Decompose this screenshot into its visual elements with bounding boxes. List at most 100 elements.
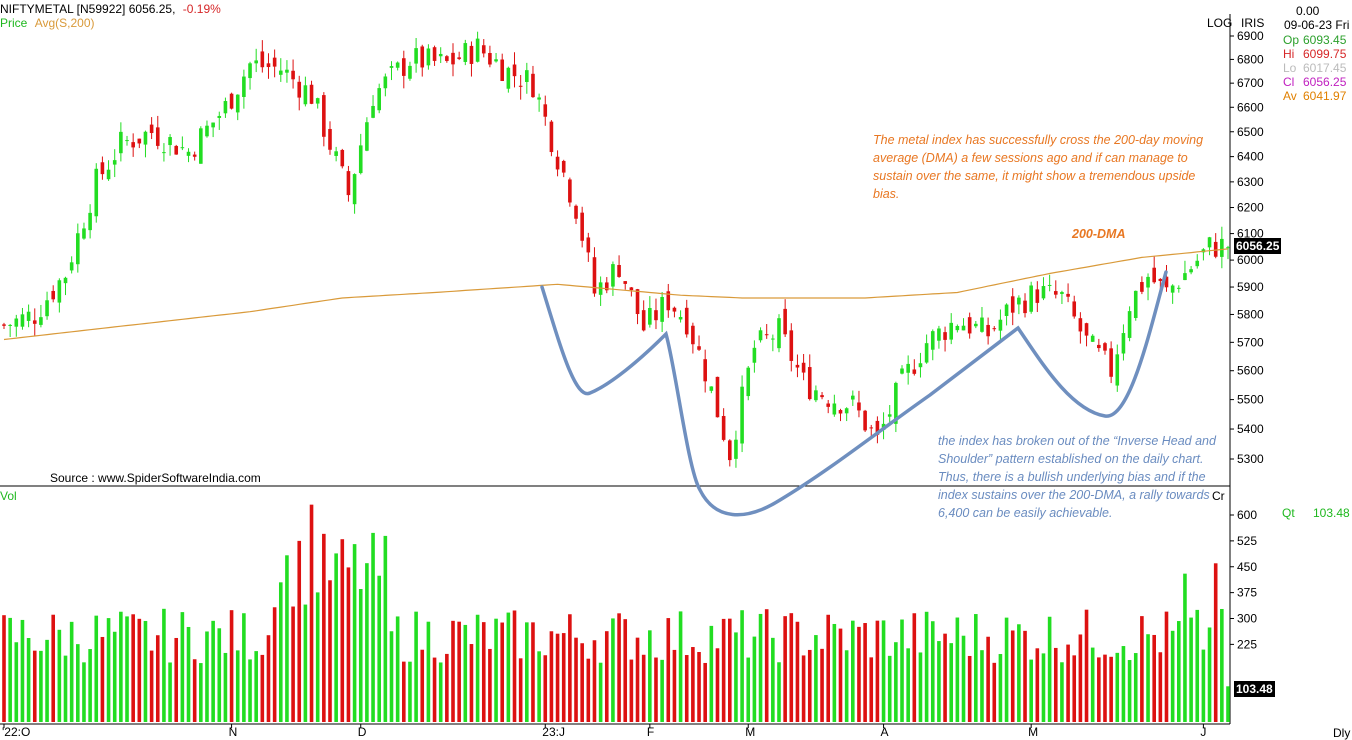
candle-body — [648, 307, 652, 325]
volume-bar — [26, 638, 31, 722]
candle-body — [82, 228, 86, 239]
candle-body — [795, 364, 800, 368]
candle-body — [586, 237, 591, 253]
volume-bar — [481, 622, 486, 722]
candle — [223, 97, 228, 118]
candle-body — [955, 325, 960, 331]
volume-bar — [248, 659, 252, 722]
candle-body — [322, 95, 326, 137]
candle-body — [703, 359, 707, 382]
candle-body — [666, 291, 671, 311]
candle — [771, 334, 775, 352]
x-tick-label: N — [229, 725, 238, 739]
volume-bar — [352, 544, 357, 722]
volume-bar — [137, 618, 142, 722]
candle — [525, 62, 529, 94]
cr-label: Cr — [1212, 489, 1225, 503]
candle — [76, 223, 80, 273]
volume-bar — [906, 648, 910, 722]
volume-bar — [666, 618, 671, 722]
volume-bar — [851, 620, 855, 722]
candle-body — [88, 212, 92, 231]
candle — [574, 204, 578, 225]
volume-bar — [377, 575, 381, 722]
candle-body — [949, 322, 954, 340]
candle-body — [1127, 311, 1132, 338]
candle-body — [894, 382, 898, 424]
candle-body — [801, 362, 806, 373]
price-tick-label: 6200 — [1237, 201, 1264, 215]
volume-bar — [180, 612, 185, 722]
candle-body — [272, 57, 277, 67]
candle — [211, 122, 215, 138]
candle-body — [789, 330, 794, 361]
candle-body — [924, 343, 929, 363]
candle-body — [851, 395, 855, 400]
interval-label[interactable]: Dly — [1333, 726, 1351, 740]
volume-bar — [764, 609, 769, 722]
volume-bar — [303, 604, 308, 722]
candle — [285, 60, 289, 83]
candle — [777, 314, 781, 353]
candle — [278, 58, 283, 82]
volume-bar — [469, 644, 474, 722]
volume-bar — [1195, 609, 1200, 722]
price-tick-label: 5900 — [1237, 280, 1264, 294]
log-scale-label[interactable]: LOG — [1207, 16, 1233, 30]
candle — [980, 306, 984, 333]
volume-bar — [297, 540, 302, 722]
candle — [734, 430, 738, 468]
volume-bar — [1127, 660, 1132, 722]
legend-avg: Avg(S,200) — [34, 16, 95, 30]
volume-bar — [1226, 686, 1230, 722]
candle-body — [740, 386, 744, 444]
volume-bar — [703, 662, 707, 722]
candle-body — [1109, 348, 1113, 377]
volume-bar — [125, 616, 129, 722]
candle-body — [168, 137, 172, 146]
volume-bar — [162, 608, 166, 722]
candle — [672, 306, 677, 318]
volume-bar — [795, 621, 800, 722]
volume-bar — [512, 610, 517, 722]
candle-body — [691, 325, 695, 345]
candle-body — [457, 57, 461, 59]
candle-body — [912, 369, 917, 374]
price-tick-label: 5500 — [1237, 393, 1264, 407]
volume-bar — [20, 619, 25, 722]
candle-body — [537, 97, 541, 100]
candle — [740, 375, 744, 453]
volume-bar — [291, 606, 295, 722]
volume-bar — [1029, 659, 1033, 722]
candle-body — [697, 346, 701, 350]
candle — [974, 321, 978, 329]
candle — [1195, 254, 1200, 269]
volume-bar — [395, 616, 400, 722]
candle — [346, 165, 351, 202]
ihs-annotation: the index has broken out of the “Inverse… — [938, 434, 1216, 520]
candle — [1010, 288, 1015, 326]
candle-body — [20, 314, 25, 327]
candle — [654, 298, 658, 330]
candle-body — [1066, 293, 1070, 297]
candle-body — [549, 121, 554, 153]
candle-body — [352, 174, 357, 205]
volume-bar — [100, 636, 105, 722]
candle-body — [764, 334, 769, 336]
candle-body — [1121, 333, 1126, 354]
candle-body — [1213, 241, 1218, 257]
volume-bar — [986, 636, 990, 722]
candle — [1017, 295, 1021, 315]
volume-bar — [1133, 653, 1138, 722]
x-tick-label: 23:J — [542, 725, 565, 739]
dma-200-line — [3, 248, 1229, 341]
volume-bar — [758, 613, 763, 722]
candle-body — [340, 149, 345, 167]
info-key: Av — [1283, 89, 1297, 103]
volume-bar — [1047, 616, 1052, 722]
candle-body — [844, 408, 849, 414]
iris-label[interactable]: IRIS — [1241, 16, 1265, 30]
volume-bar — [51, 614, 56, 722]
candle — [260, 40, 265, 73]
